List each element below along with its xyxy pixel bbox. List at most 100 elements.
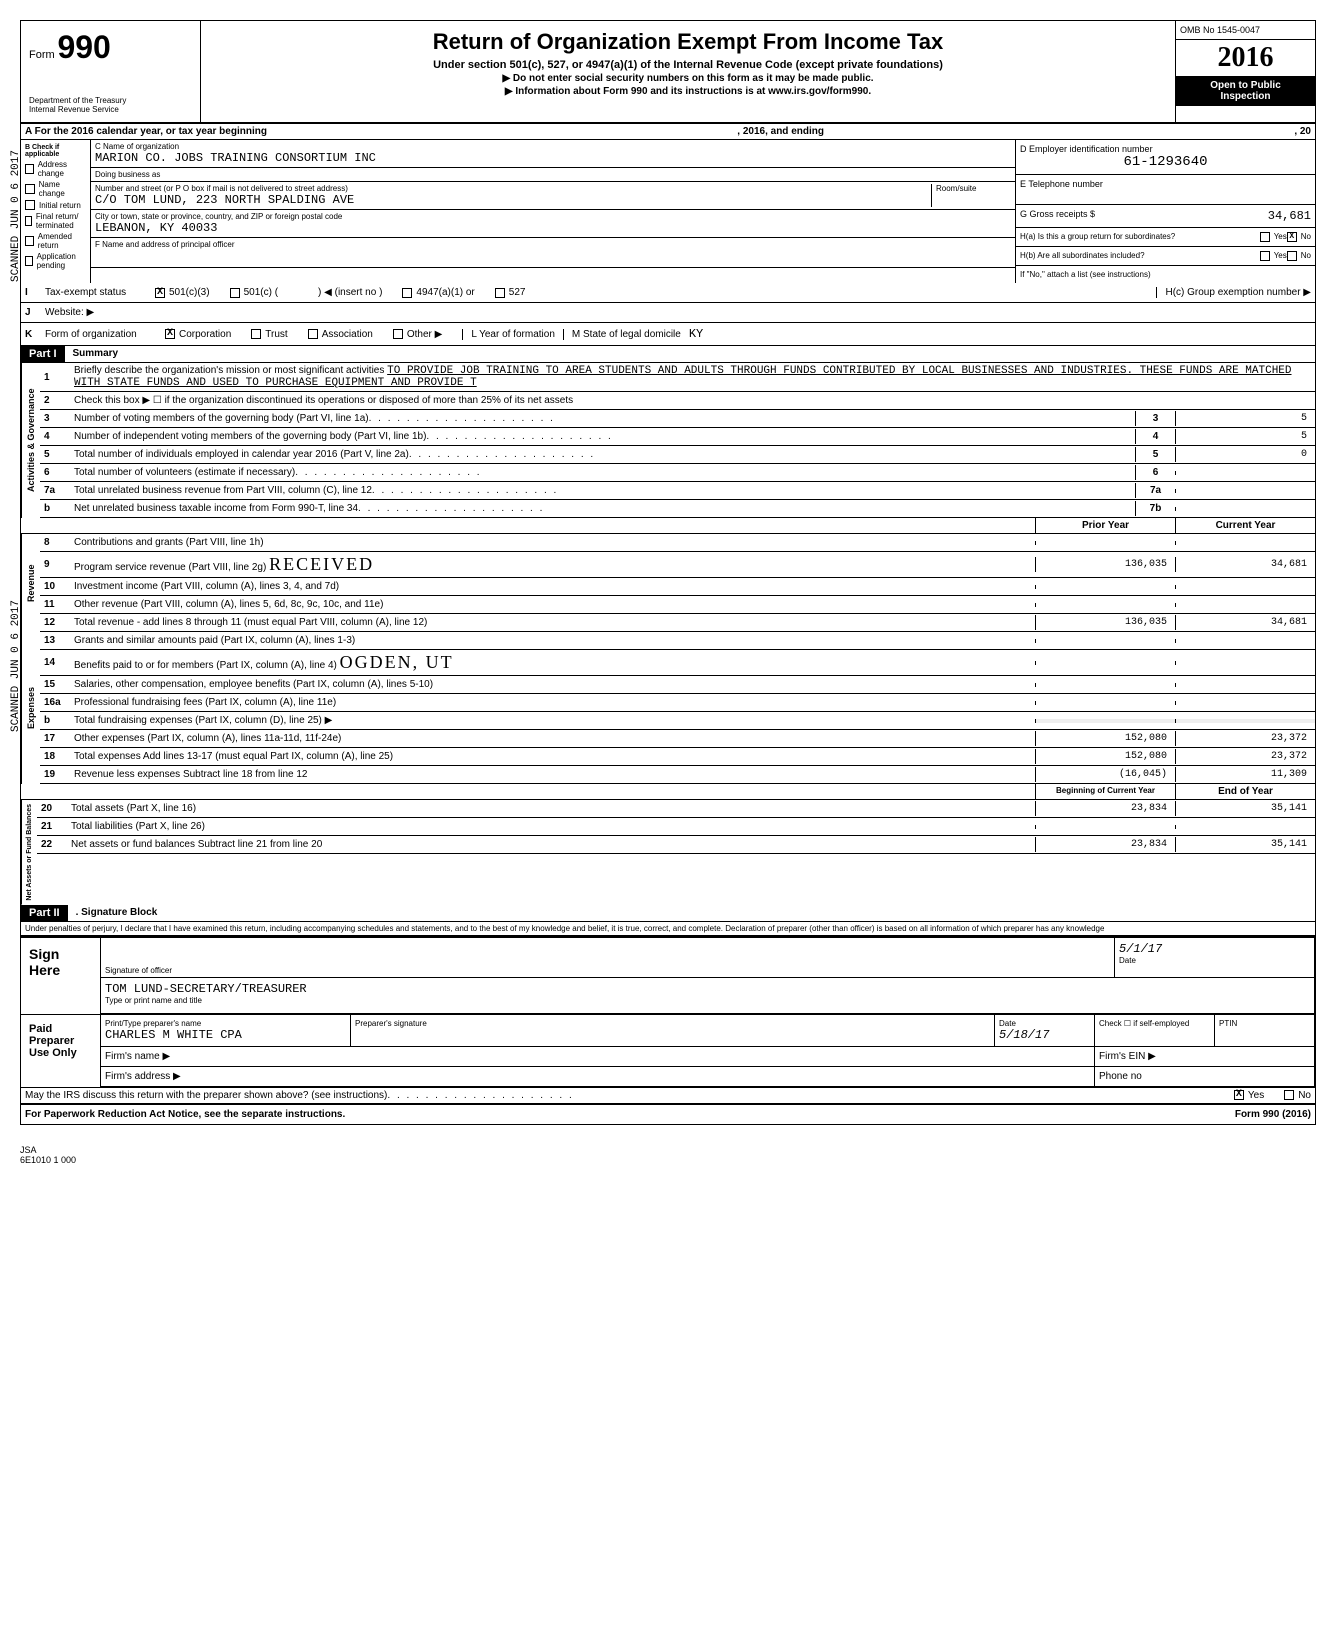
part-1-header: Part I Summary: [21, 346, 1315, 363]
cy18: 23,372: [1175, 749, 1315, 764]
city-value: LEBANON, KY 40033: [95, 221, 1011, 235]
cy20: 35,141: [1175, 801, 1315, 816]
prep-date: 5/18/17: [999, 1028, 1090, 1042]
expenses-section: Expenses 13Grants and similar amounts pa…: [21, 632, 1315, 784]
cy9: 34,681: [1175, 557, 1315, 572]
cb-501c[interactable]: [230, 288, 240, 298]
py17: 152,080: [1035, 731, 1175, 746]
firm-addr: Firm's address ▶: [101, 1067, 1095, 1086]
line-7b: b Net unrelated business taxable income …: [40, 500, 1315, 518]
boy-eoy-header: Beginning of Current Year End of Year: [21, 784, 1315, 800]
entity-info-grid: B Check if applicable Address change Nam…: [21, 140, 1315, 283]
ha-no-cb[interactable]: X: [1287, 232, 1297, 242]
line-8: 8Contributions and grants (Part VIII, li…: [40, 534, 1315, 552]
section-d-g-h: D Employer identification number 61-1293…: [1015, 140, 1315, 283]
opt-corp: Corporation: [179, 329, 231, 340]
line-13: 13Grants and similar amounts paid (Part …: [40, 632, 1315, 650]
form-ref: Form 990 (2016): [1235, 1109, 1311, 1120]
opt-trust: Trust: [265, 329, 287, 340]
line-6: 6 Total number of volunteers (estimate i…: [40, 464, 1315, 482]
line5-text: Total number of individuals employed in …: [70, 447, 1135, 462]
sig-officer-label: Signature of officer: [105, 966, 1110, 975]
prep-sig-label: Preparer's signature: [355, 1019, 990, 1028]
sign-date: 5/1/17: [1119, 942, 1310, 956]
ha-yes-cb[interactable]: [1260, 232, 1270, 242]
paperwork-notice: For Paperwork Reduction Act Notice, see …: [25, 1109, 345, 1120]
part-1-title: Summary: [65, 346, 127, 362]
ha-label: H(a) Is this a group return for subordin…: [1020, 232, 1260, 242]
telephone-row: E Telephone number: [1016, 175, 1315, 205]
line-5: 5 Total number of individuals employed i…: [40, 446, 1315, 464]
line-20: 20Total assets (Part X, line 16) 23,834 …: [37, 800, 1315, 818]
line4-val: 5: [1175, 429, 1315, 444]
vert-netassets: Net Assets or Fund Balances: [21, 800, 37, 905]
boy-head: Beginning of Current Year: [1035, 784, 1175, 799]
line-12: 12Total revenue - add lines 8 through 11…: [40, 614, 1315, 632]
line5-val: 0: [1175, 447, 1315, 462]
main-title: Return of Organization Exempt From Incom…: [209, 29, 1167, 55]
hc-label: H(c) Group exemption number ▶: [1156, 287, 1311, 298]
addr-label: Number and street (or P O box if mail is…: [95, 184, 931, 193]
ptin-label: PTIN: [1219, 1019, 1310, 1028]
form-label: Form: [29, 49, 55, 61]
cb-501c3[interactable]: X: [155, 288, 165, 298]
line6-text: Total number of volunteers (estimate if …: [70, 465, 1135, 480]
opt-4947: 4947(a)(1) or: [416, 287, 474, 298]
tax-status-row: I Tax-exempt status X 501(c)(3) 501(c) (…: [21, 283, 1315, 303]
opt-other: Other ▶: [407, 329, 442, 340]
line-16b: bTotal fundraising expenses (Part IX, co…: [40, 712, 1315, 730]
opt-assoc: Association: [322, 329, 373, 340]
py9: 136,035: [1035, 557, 1175, 572]
tax-year: 2016: [1176, 40, 1315, 76]
cb-amended[interactable]: Amended return: [25, 232, 86, 250]
ein-label: D Employer identification number: [1020, 144, 1311, 154]
open-public: Open to Public Inspection: [1176, 76, 1315, 106]
hb-yes-cb[interactable]: [1260, 251, 1270, 261]
line3-text: Number of voting members of the governin…: [70, 411, 1135, 426]
line-10: 10Investment income (Part VIII, column (…: [40, 578, 1315, 596]
line-14: 14 Benefits paid to or for members (Part…: [40, 650, 1315, 676]
phone-no: Phone no: [1095, 1067, 1315, 1086]
cb-other[interactable]: [393, 329, 403, 339]
omb-number: OMB No 1545-0047: [1176, 21, 1315, 40]
form-org-label: Form of organization: [45, 329, 165, 340]
l-label: L Year of formation: [462, 329, 563, 340]
discuss-no-cb[interactable]: [1284, 1090, 1294, 1100]
cb-trust[interactable]: [251, 329, 261, 339]
addr-value: C/O TOM LUND, 223 NORTH SPALDING AVE: [95, 193, 931, 207]
hb-no-cb[interactable]: [1287, 251, 1297, 261]
cb-527[interactable]: [495, 288, 505, 298]
part-2-header: Part II . Signature Block: [21, 905, 1315, 922]
netassets-section: Net Assets or Fund Balances 20Total asse…: [21, 800, 1315, 905]
form-990: Form 990 Department of the Treasury Inte…: [20, 20, 1316, 1125]
jsa-footer: JSA 6E1010 1 000: [20, 1145, 1316, 1165]
e-label: E Telephone number: [1020, 179, 1311, 189]
org-name-label: C Name of organization: [95, 142, 1011, 151]
discuss-yes-cb[interactable]: X: [1234, 1090, 1244, 1100]
cb-name-change[interactable]: Name change: [25, 180, 86, 198]
website-label: Website: ▶: [45, 307, 94, 318]
dba-label: Doing business as: [95, 170, 1011, 179]
footer-row: For Paperwork Reduction Act Notice, see …: [21, 1103, 1315, 1124]
line-2: 2 Check this box ▶ ☐ if the organization…: [40, 392, 1315, 410]
form-number-box: Form 990 Department of the Treasury Inte…: [21, 21, 201, 122]
paid-prep-label: Paid Preparer Use Only: [21, 1015, 101, 1087]
cb-corp[interactable]: X: [165, 329, 175, 339]
cb-address-change[interactable]: Address change: [25, 160, 86, 178]
paid-preparer-section: Paid Preparer Use Only Print/Type prepar…: [21, 1014, 1315, 1087]
side-stamp-1: SCANNED JUN 0 6 2017: [10, 150, 22, 282]
j-label: J: [25, 307, 45, 318]
cb-app-pending[interactable]: Application pending: [25, 252, 86, 270]
b-header: B Check if applicable: [25, 144, 86, 158]
ha-row: H(a) Is this a group return for subordin…: [1016, 228, 1315, 247]
line-18: 18Total expenses Add lines 13-17 (must e…: [40, 748, 1315, 766]
tax-status-label: Tax-exempt status: [45, 287, 155, 298]
cb-4947[interactable]: [402, 288, 412, 298]
discuss-text: May the IRS discuss this return with the…: [25, 1090, 1234, 1101]
cb-initial-return[interactable]: Initial return: [25, 200, 86, 210]
penalty-text: Under penalties of perjury, I declare th…: [21, 922, 1315, 936]
cb-final-return[interactable]: Final return/ terminated: [25, 212, 86, 230]
cy12: 34,681: [1175, 615, 1315, 630]
cb-assoc[interactable]: [308, 329, 318, 339]
section-a-end: , 20: [1294, 126, 1311, 137]
